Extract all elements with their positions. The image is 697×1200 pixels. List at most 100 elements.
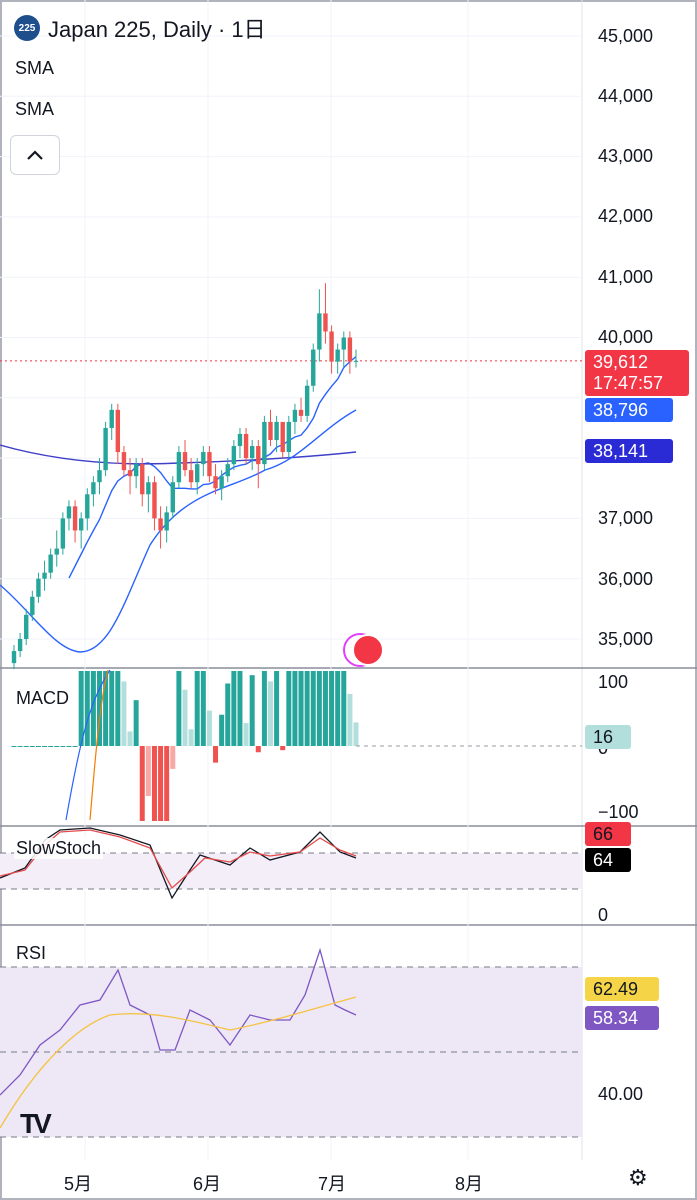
macd-bar — [335, 671, 341, 746]
candle-body — [195, 464, 200, 483]
candle-body — [201, 452, 206, 465]
rsi-tick: 40.00 — [598, 1084, 644, 1104]
candle-body — [317, 313, 322, 350]
last-price-value: 39,612 — [593, 352, 649, 372]
macd-bar — [243, 723, 249, 746]
indicator-lines — [0, 356, 582, 1129]
macd-bar — [261, 671, 267, 746]
candle-body — [121, 452, 127, 471]
price-tick: 36,000 — [598, 569, 654, 589]
candle-body — [298, 409, 304, 416]
rsi-label[interactable]: RSI — [14, 943, 49, 964]
candle-body — [17, 639, 23, 652]
macd-bar — [133, 700, 139, 746]
candle-body — [170, 482, 175, 513]
candle-body — [182, 452, 188, 471]
candlestick-series — [11, 283, 359, 670]
symbol-badge[interactable]: 225 — [14, 15, 40, 41]
candle-body — [262, 421, 267, 465]
macd-bar — [164, 746, 170, 821]
candle-body — [268, 421, 273, 441]
macd-bar — [316, 671, 322, 746]
macd-signal-line — [65, 669, 111, 821]
candle-body — [249, 446, 255, 459]
macd-bar — [158, 746, 164, 821]
candle-body — [341, 337, 346, 350]
macd-bar — [90, 671, 96, 746]
macd-bar — [298, 671, 304, 746]
price-tick: 41,000 — [598, 267, 654, 287]
macd-bar — [341, 671, 347, 746]
macd-label[interactable]: MACD — [14, 688, 71, 709]
candle-body — [292, 409, 298, 422]
price-tick: 44,000 — [598, 86, 654, 106]
candle-body — [323, 313, 328, 332]
macd-line — [89, 669, 109, 821]
macd-bar — [54, 746, 60, 747]
candle-body — [188, 470, 194, 483]
price-tick: 37,000 — [598, 508, 654, 528]
chart-title[interactable]: Japan 225, Daily · 1日 — [48, 17, 266, 42]
candle-body — [243, 433, 249, 459]
candle-body — [127, 470, 133, 477]
candle-body — [237, 433, 243, 447]
candle-body — [103, 427, 108, 471]
macd-histogram — [11, 669, 582, 821]
candle-body — [280, 421, 285, 453]
price-tick: 40,000 — [598, 327, 654, 347]
settings-icon[interactable]: ⚙ — [628, 1165, 648, 1190]
macd-bar — [115, 671, 121, 746]
stoch-k-line — [0, 827, 357, 900]
price-tick: 45,000 — [598, 26, 654, 46]
candle-body — [207, 452, 212, 477]
rsi-ma-tag: 62.49 — [585, 977, 659, 1001]
macd-bar — [225, 683, 231, 746]
macd-bar — [231, 671, 237, 746]
macd-bar — [109, 671, 115, 746]
macd-bar — [200, 671, 206, 746]
macd-bar — [322, 671, 328, 746]
candle-body — [231, 446, 237, 465]
candle-body — [286, 421, 292, 453]
candle-body — [133, 464, 139, 477]
candle-body — [353, 360, 359, 362]
macd-bar — [292, 671, 298, 746]
candle-body — [146, 482, 151, 495]
sma-indicator-label[interactable]: SMA — [15, 58, 55, 78]
macd-bar — [23, 746, 29, 747]
macd-bar — [72, 746, 78, 747]
last-price-tag: 39,612 17:47:57 — [585, 350, 689, 396]
candle-body — [329, 331, 334, 362]
macd-bar — [213, 746, 219, 763]
stoch-d-line — [0, 829, 357, 890]
tradingview-logo: TV — [20, 1108, 52, 1139]
stoch-band — [0, 853, 582, 889]
macd-bar — [17, 746, 23, 747]
candle-body — [48, 554, 53, 573]
candle-body — [66, 506, 72, 519]
candle-body — [304, 385, 310, 416]
chevron-up-icon — [27, 150, 43, 160]
macd-bar — [11, 746, 17, 747]
x-tick-jul: 7月 — [318, 1174, 347, 1194]
macd-bar — [139, 746, 145, 821]
macd-bar — [42, 746, 48, 747]
macd-bar — [249, 675, 255, 746]
macd-tick: 100 — [598, 672, 629, 692]
collapse-button[interactable] — [10, 135, 60, 175]
macd-bar — [310, 671, 316, 746]
sma-indicator-label-2[interactable]: SMA — [15, 99, 55, 119]
candle-body — [54, 548, 59, 555]
chart-header: 225 Japan 225, Daily · 1日 — [14, 12, 266, 44]
candle-body — [97, 470, 102, 483]
stoch-label[interactable]: SlowStoch — [14, 838, 104, 859]
stoch-tick: 0 — [598, 905, 609, 925]
candle-body — [274, 421, 279, 441]
macd-bar — [29, 746, 35, 747]
sma-fast-tag: 38,796 — [585, 398, 673, 422]
candle-body — [85, 494, 90, 519]
macd-bar — [97, 671, 102, 746]
macd-bar — [170, 746, 176, 769]
candle-body — [30, 596, 35, 615]
